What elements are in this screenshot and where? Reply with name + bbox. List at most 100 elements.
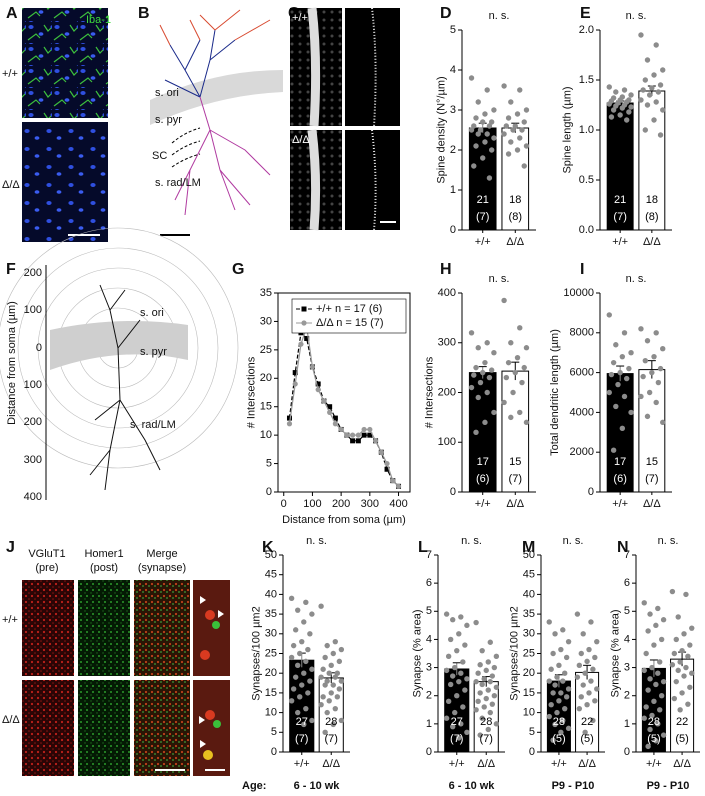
y-tick-label: 40 <box>523 588 535 600</box>
chart-title: n. s. <box>306 535 327 547</box>
x-tick-label: Δ/Δ <box>506 498 524 510</box>
data-point <box>473 364 479 371</box>
marker <box>384 466 390 472</box>
n-label: 21 <box>477 194 489 206</box>
y-axis-label: Spine length (µm) <box>561 86 573 173</box>
row-label: +/+ <box>2 68 18 80</box>
data-point <box>292 627 299 633</box>
panel-letter: K <box>262 539 274 556</box>
y-axis-label: Synapses/100 µm2 <box>509 606 521 700</box>
data-point <box>318 603 324 609</box>
data-point <box>326 698 332 704</box>
data-point <box>479 681 485 688</box>
column-header: Merge <box>146 548 177 560</box>
age-label: P9 - P10 <box>552 780 595 792</box>
data-point <box>644 413 651 420</box>
n-label: 28 <box>480 716 492 728</box>
axis-label: Distance from soma (µm) <box>6 301 18 425</box>
data-point <box>673 636 679 643</box>
data-point <box>295 662 301 669</box>
data-point <box>486 123 493 129</box>
x-tick-label: 200 <box>332 498 350 510</box>
marker <box>361 426 367 433</box>
series-line <box>288 331 399 487</box>
data-point <box>301 619 307 625</box>
y-axis-label: # Intersections <box>246 356 258 428</box>
tick-label: 0 <box>36 342 42 354</box>
data-point <box>660 419 666 426</box>
data-point <box>471 372 477 378</box>
data-point <box>655 670 661 676</box>
y-tick-label: 3 <box>624 661 630 673</box>
data-point <box>592 698 598 704</box>
data-point <box>481 676 487 682</box>
column-header: (synapse) <box>138 562 186 574</box>
y-tick-label: 100 <box>438 436 456 448</box>
data-point <box>657 365 664 372</box>
layer-label: s. ori <box>140 307 164 319</box>
n-label: 28 <box>553 716 565 728</box>
y-tick-label: 0 <box>624 746 630 758</box>
data-point <box>309 611 315 617</box>
data-point <box>450 723 456 730</box>
data-point <box>305 646 311 653</box>
marker <box>372 438 379 444</box>
data-point <box>481 704 487 710</box>
data-point <box>508 340 514 346</box>
data-point <box>487 709 493 716</box>
data-point <box>558 729 564 735</box>
chart-title: n. s. <box>626 10 647 22</box>
y-tick-label: 20 <box>523 667 535 679</box>
data-point <box>677 659 683 665</box>
data-point <box>290 642 297 649</box>
data-point <box>584 702 590 708</box>
data-point <box>297 694 303 700</box>
x-tick-label: 0 <box>281 498 287 510</box>
data-point <box>483 667 489 674</box>
data-point <box>475 345 481 351</box>
age-label: Age: <box>242 780 266 792</box>
micrograph <box>22 580 74 676</box>
data-point <box>588 678 594 684</box>
panel-letter: B <box>138 5 150 22</box>
animal-label: (7) <box>480 733 493 745</box>
data-point <box>660 107 666 113</box>
data-point <box>669 662 676 668</box>
micrograph <box>22 8 108 118</box>
n-label: 15 <box>509 456 521 468</box>
column-header: VGluT1 <box>28 548 65 560</box>
chart-title: n. s. <box>563 535 584 547</box>
data-point <box>477 732 483 738</box>
y-tick-label: 4000 <box>570 406 594 418</box>
marker <box>321 398 327 404</box>
marker <box>350 432 356 438</box>
animal-label: (5) <box>675 733 688 745</box>
row-label: +/+ <box>292 12 308 24</box>
data-point <box>491 409 497 416</box>
y-tick-label: 0 <box>450 486 456 498</box>
synapse-puncta <box>199 596 224 760</box>
y-tick-label: 30 <box>260 315 272 327</box>
data-point <box>332 705 338 712</box>
layer-label: s. rad/LM <box>130 419 176 431</box>
data-point <box>468 384 475 391</box>
data-point <box>477 690 483 696</box>
data-point <box>456 735 462 741</box>
marker <box>327 404 333 410</box>
data-point <box>521 163 527 169</box>
data-point <box>621 393 628 400</box>
y-tick-label: 1 <box>450 184 456 196</box>
marker <box>327 409 333 415</box>
n-label: 28 <box>648 716 660 728</box>
y-tick-label: 5 <box>450 24 456 36</box>
y-tick-label: 10000 <box>563 287 594 299</box>
panel-letter: D <box>440 5 452 22</box>
panel-letter: H <box>440 261 452 278</box>
data-point <box>590 666 596 672</box>
panel-letter: G <box>232 261 244 278</box>
data-point <box>517 135 523 141</box>
data-point <box>462 687 468 693</box>
panel-letter: F <box>6 261 16 278</box>
data-point <box>610 359 617 366</box>
micrograph <box>134 580 190 676</box>
